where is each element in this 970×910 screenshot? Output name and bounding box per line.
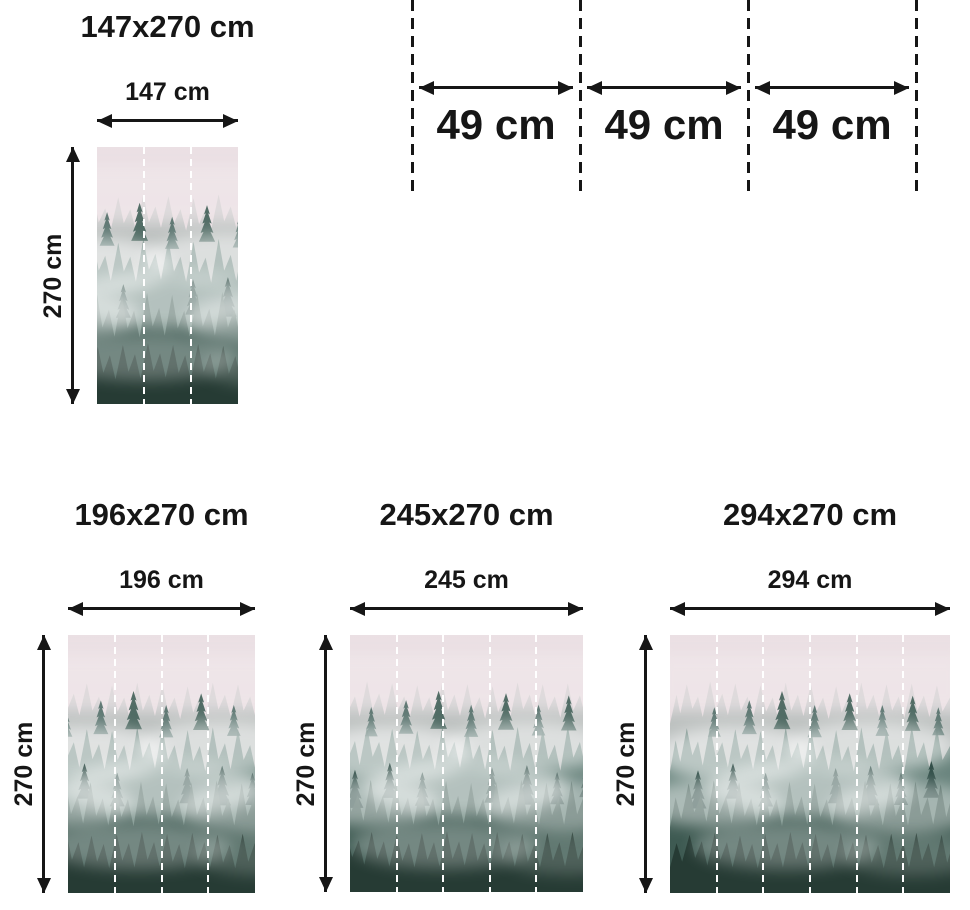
panel-width-label: 49 cm — [436, 101, 556, 148]
size-title: 245x270 cm — [379, 497, 554, 532]
mural-preview-image — [68, 635, 255, 893]
mural-preview-image — [350, 635, 583, 892]
height-arrow-icon — [65, 147, 80, 404]
panel-divider-line — [190, 147, 192, 404]
height-arrow-icon — [318, 635, 333, 892]
height-dimension-label: 270 cm — [292, 721, 320, 806]
height-arrow-icon — [638, 635, 653, 893]
panel-divider-line — [855, 635, 858, 893]
height-dimension-label: 270 cm — [612, 721, 640, 807]
size-option-196x270: 196x270 cm 196 cm 270 cm — [10, 497, 255, 893]
width-dimension-label: 294 cm — [767, 566, 853, 594]
width-arrow-icon — [97, 113, 238, 128]
panel-boundary-line — [914, 0, 918, 191]
size-option-147x270: 147x270 cm 147 cm 270 cm — [39, 9, 255, 404]
height-arrow-icon — [36, 635, 51, 893]
panel-boundary-line — [578, 0, 582, 191]
panel-divider-line — [535, 635, 538, 892]
width-arrow-icon — [419, 80, 573, 95]
width-arrow-icon — [587, 80, 741, 95]
panel-divider-line — [715, 635, 718, 893]
panel-divider-line — [113, 635, 116, 893]
size-title: 147x270 cm — [80, 9, 255, 44]
mural-preview-image — [670, 635, 950, 893]
width-dimension-label: 147 cm — [125, 78, 210, 106]
width-dimension-label: 245 cm — [424, 566, 509, 594]
panel-width-label: 49 cm — [604, 101, 724, 148]
size-option-294x270: 294x270 cm 294 cm 270 cm — [612, 497, 950, 893]
panel-divider-line — [395, 635, 398, 892]
panel-segment: 49 cm — [748, 0, 916, 196]
panel-divider-line — [902, 635, 905, 893]
panel-divider-line — [488, 635, 491, 892]
mural-preview-image — [97, 147, 238, 404]
height-dimension-label: 270 cm — [39, 233, 67, 318]
size-title: 294x270 cm — [722, 497, 898, 532]
width-arrow-icon — [670, 601, 950, 616]
panel-divider-line — [160, 635, 163, 893]
panel-boundary-line — [410, 0, 414, 191]
width-arrow-icon — [350, 601, 583, 616]
width-arrow-icon — [68, 601, 255, 616]
panel-divider-line — [762, 635, 765, 893]
panel-width-guide: 49 cm 49 cm 49 cm — [410, 0, 918, 196]
size-option-245x270: 245x270 cm 245 cm 270 cm — [292, 497, 583, 892]
panel-width-label: 49 cm — [772, 101, 892, 148]
panel-divider-line — [207, 635, 210, 893]
width-arrow-icon — [755, 80, 909, 95]
panel-divider-line — [142, 147, 145, 404]
panel-divider-line — [442, 635, 445, 892]
panel-segment: 49 cm — [580, 0, 748, 196]
size-title: 196x270 cm — [74, 497, 249, 532]
panel-segment: 49 cm — [412, 0, 580, 196]
width-dimension-label: 196 cm — [119, 566, 204, 594]
height-dimension-label: 270 cm — [10, 721, 38, 807]
panel-divider-line — [809, 635, 811, 893]
panel-boundary-line — [746, 0, 750, 191]
